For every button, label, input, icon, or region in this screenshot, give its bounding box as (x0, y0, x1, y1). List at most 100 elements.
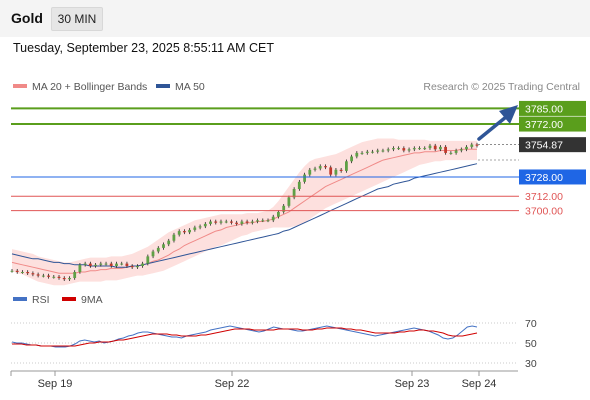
candle (230, 219, 233, 225)
ma9-legend-label: 9MA (81, 294, 103, 306)
candle (371, 149, 374, 154)
candle (73, 270, 77, 280)
candle (444, 145, 447, 155)
candle (188, 228, 191, 235)
forecast-arrow-head (499, 105, 518, 124)
candle-body (183, 231, 186, 233)
ma20-legend-swatch (13, 84, 27, 88)
candle-body (41, 275, 45, 277)
candle-body (339, 169, 343, 171)
candle (334, 167, 338, 177)
candle (21, 270, 24, 274)
candle (83, 261, 87, 267)
candle (136, 264, 139, 269)
source-label: Research © 2025 Trading Central (423, 81, 580, 93)
candle (120, 261, 124, 266)
candle-body (177, 231, 181, 235)
candle (10, 268, 14, 273)
candle-body (130, 266, 134, 268)
x-tick-label: Sep 23 (395, 378, 430, 390)
candle (459, 147, 463, 153)
candle (392, 146, 395, 152)
candle (470, 142, 474, 149)
candle (183, 229, 186, 235)
candle (235, 220, 238, 226)
candle-body (287, 197, 291, 206)
level-label: 3712.00 (525, 191, 563, 203)
candle-body (418, 148, 421, 150)
candle (88, 261, 92, 268)
candle (162, 242, 165, 250)
candle (177, 229, 181, 237)
candle-body (261, 220, 265, 222)
candle (31, 271, 35, 277)
candle-body (324, 166, 327, 168)
candle (324, 164, 327, 170)
candle-body (83, 263, 87, 265)
candle (277, 210, 280, 219)
candle (224, 219, 228, 224)
candle-body (360, 152, 364, 154)
candle-body (277, 211, 280, 217)
candle-body (308, 169, 312, 175)
candle-body (423, 148, 427, 150)
candle-body (397, 148, 400, 150)
candle (172, 232, 176, 243)
candle-body (188, 229, 191, 233)
rsi-layer: 70 50 30 (11, 318, 537, 370)
candle (78, 262, 82, 274)
x-axis: Sep 19 Sep 22 Sep 23 Sep 24 (10, 370, 518, 390)
candle-body (162, 244, 165, 248)
candle-body (214, 221, 218, 223)
candle (439, 145, 442, 152)
candle-body (136, 266, 139, 268)
candle-body (245, 221, 249, 223)
candle-body (99, 263, 103, 265)
price-layer (10, 138, 479, 286)
candle (115, 261, 118, 268)
ma20-line (11, 148, 477, 274)
candle (198, 224, 202, 230)
candle (418, 146, 421, 150)
timeframe-button[interactable]: 30 MIN (51, 7, 103, 31)
candle-body (381, 150, 385, 152)
candle (68, 276, 71, 282)
candle (465, 145, 468, 152)
candle-body (329, 167, 333, 175)
candle (287, 195, 291, 208)
ma20-legend-label: MA 20 + Bollinger Bands (32, 81, 147, 93)
candle (256, 218, 259, 224)
candle-body (57, 276, 61, 278)
candle-body (146, 256, 150, 264)
candle-body (412, 148, 416, 150)
ma50-legend-swatch (156, 84, 170, 88)
candle-body (271, 216, 275, 221)
candle-body (109, 263, 113, 266)
level-label: 3772.00 (525, 119, 563, 131)
candle-body (376, 150, 380, 152)
candle (41, 273, 45, 278)
candle-body (365, 151, 369, 153)
candle (209, 219, 212, 226)
candle (329, 165, 333, 177)
candle (250, 219, 254, 225)
candle (282, 204, 286, 214)
candle-body (141, 263, 144, 266)
candle-body (407, 149, 411, 151)
candle-body (350, 156, 353, 162)
candle (151, 249, 155, 259)
candle-body (470, 144, 474, 147)
candle (271, 214, 275, 223)
candle-body (94, 264, 97, 266)
candle (94, 262, 97, 268)
candle-body (439, 146, 442, 150)
candle-body (193, 227, 197, 230)
candle (240, 219, 244, 226)
level-label-bg (519, 100, 586, 116)
candle-body (392, 148, 395, 150)
candle (141, 261, 144, 268)
candle-body (459, 149, 463, 151)
candle (318, 164, 322, 171)
candle (130, 264, 134, 269)
